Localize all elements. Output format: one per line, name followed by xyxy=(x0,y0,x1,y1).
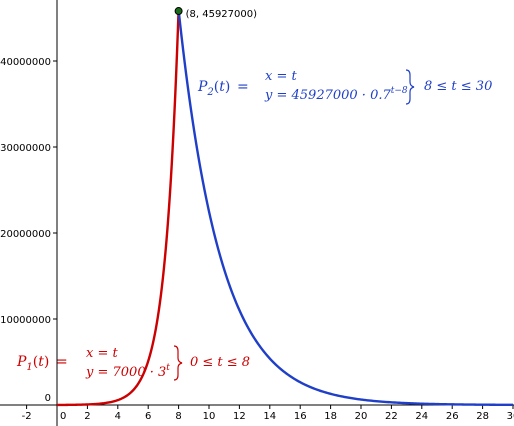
x-tick-label: 24 xyxy=(415,411,428,422)
p2-brace xyxy=(405,69,415,105)
annotation-p2: P2(t) = x = t y = 45927000 · 0.7t−8 8 ≤ … xyxy=(197,69,492,105)
x-tick-label: 30 xyxy=(507,411,514,422)
y-tick-label: 20000000 xyxy=(0,229,51,240)
x-tick-label: 26 xyxy=(446,411,459,422)
x-tick-label: 12 xyxy=(233,411,246,422)
y-tick-label: 0 xyxy=(45,393,51,404)
y-tick-label: 10000000 xyxy=(0,315,51,326)
x-tick-label: 14 xyxy=(263,411,276,422)
p1-line2: y = 7000 · 3t xyxy=(85,363,170,380)
series-p2-curve xyxy=(177,9,514,407)
p1-line1: x = t xyxy=(86,346,118,361)
x-tick-label: 6 xyxy=(145,411,151,422)
p1-range: 0 ≤ t ≤ 8 xyxy=(190,355,250,370)
y-ticks: 0 10000000 20000000 30000000 40000000 xyxy=(0,57,57,404)
x-tick-label: 18 xyxy=(324,411,337,422)
x-tick-label: 22 xyxy=(385,411,398,422)
annotation-p1: P1(t) = x = t y = 7000 · 3t 0 ≤ t ≤ 8 xyxy=(16,345,250,381)
peak-point-label: (8, 45927000) xyxy=(186,9,258,20)
p2-line1: x = t xyxy=(265,69,297,84)
x-tick-label: 16 xyxy=(294,411,307,422)
x-tick-label: 20 xyxy=(355,411,368,422)
x-tick-label: 28 xyxy=(476,411,489,422)
peak-point[interactable] xyxy=(174,7,183,16)
x-tick-label: 2 xyxy=(84,411,90,422)
x-tick-label: 4 xyxy=(115,411,121,422)
p2-lhs: P2(t) xyxy=(197,79,230,98)
p2-line2: y = 45927000 · 0.7t−8 xyxy=(264,86,408,103)
y-tick-label: 40000000 xyxy=(0,57,51,68)
curves xyxy=(57,9,514,407)
x-tick-label: -2 xyxy=(22,411,32,422)
x-tick-label: 8 xyxy=(175,411,181,422)
p1-lhs: P1(t) xyxy=(16,354,49,373)
p2-equals: = xyxy=(237,79,249,95)
y-tick-label: 30000000 xyxy=(0,143,51,154)
x-tick-label: 0 xyxy=(60,411,66,422)
p2-range: 8 ≤ t ≤ 30 xyxy=(424,79,492,94)
p1-brace xyxy=(173,345,183,381)
series-p1-curve xyxy=(57,9,180,407)
p1-equals: = xyxy=(56,354,68,370)
x-tick-label: 10 xyxy=(203,411,216,422)
peak-point-group: (8, 45927000) xyxy=(174,7,258,20)
